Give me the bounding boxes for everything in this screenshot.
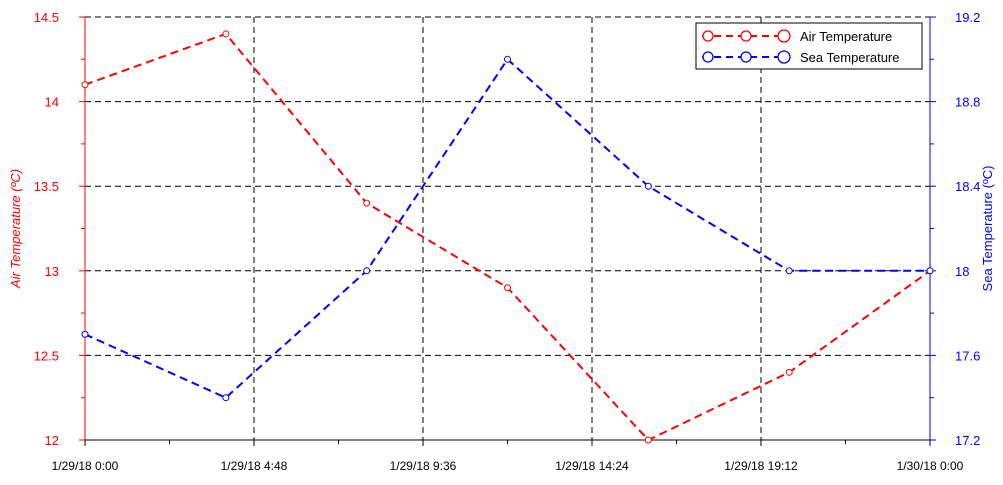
right-tick-label: 17.2 <box>955 433 980 448</box>
right-tick-label: 18.8 <box>955 95 980 110</box>
right-tick-label: 19.2 <box>955 10 980 25</box>
series <box>81 30 934 444</box>
left-tick-label: 14 <box>45 95 59 110</box>
y-axis-label-left: Air Temperature (ºC) <box>8 169 23 289</box>
legend-marker <box>777 29 791 43</box>
data-point <box>81 81 89 89</box>
legend-label: Air Temperature <box>800 29 892 44</box>
legend-label: Sea Temperature <box>800 50 900 65</box>
tick-labels: 1/29/18 0:00 1/29/18 4:48 1/29/18 9:36 1/29… <box>34 10 981 473</box>
x-tick-label: 1/30/18 0:00 <box>897 459 964 473</box>
x-tick-label: 1/29/18 4:48 <box>221 459 288 473</box>
left-tick-label: 12.5 <box>34 348 59 363</box>
series-line-2 <box>84 57 930 399</box>
legend-marker <box>702 30 714 42</box>
data-point <box>785 267 793 275</box>
left-tick-label: 12 <box>45 433 59 448</box>
x-tick-label: 1/29/18 19:12 <box>724 459 798 473</box>
left-tick-label: 13.5 <box>34 179 59 194</box>
x-tick-label: 1/29/18 14:24 <box>555 459 629 473</box>
left-tick-label: 14.5 <box>34 10 59 25</box>
data-point <box>926 267 934 275</box>
data-point <box>504 284 511 292</box>
data-point <box>644 182 652 190</box>
gridlines <box>84 16 931 441</box>
x-tick-label: 1/29/18 9:36 <box>390 459 457 473</box>
x-tick-label: 1/29/18 0:00 <box>52 459 119 473</box>
legend-marker <box>740 30 752 42</box>
legend-marker <box>777 50 791 64</box>
right-tick-label: 17.6 <box>955 348 980 363</box>
data-point <box>81 330 89 338</box>
legend-box <box>695 22 923 70</box>
data-point <box>222 394 230 402</box>
legend: Air Temperature Sea Temperature <box>695 22 923 70</box>
legend-marker <box>702 51 714 63</box>
legend-marker <box>740 51 752 63</box>
data-point <box>644 436 652 444</box>
right-tick-label: 18.4 <box>955 179 980 194</box>
axes <box>79 16 936 446</box>
y-axis-label-right: Sea Temperature (ºC) <box>980 166 995 292</box>
series-line-1 <box>84 32 931 442</box>
left-tick-label: 13 <box>45 264 59 279</box>
data-point <box>222 30 230 38</box>
data-point <box>504 55 511 63</box>
data-point <box>363 267 371 275</box>
right-tick-label: 18 <box>955 264 969 279</box>
data-point <box>363 199 371 207</box>
data-point <box>785 368 793 376</box>
